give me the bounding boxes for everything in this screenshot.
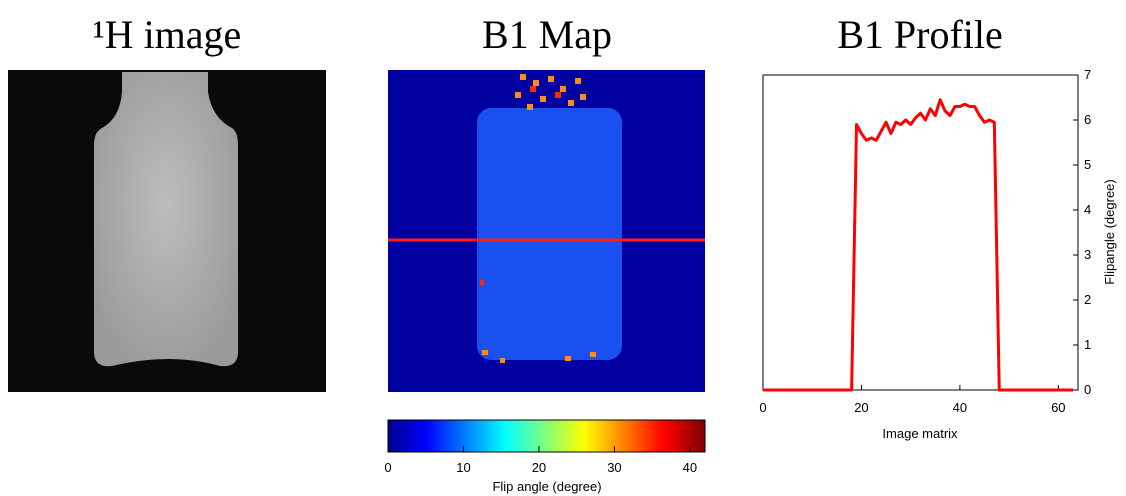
colorbar-tick-label: 40 bbox=[683, 460, 697, 475]
x-tick-label: 20 bbox=[854, 400, 868, 415]
colorbar-tick-label: 10 bbox=[456, 460, 470, 475]
y-tick-label: 2 bbox=[1084, 292, 1091, 307]
y-tick-label: 1 bbox=[1084, 337, 1091, 352]
y-tick-label: 5 bbox=[1084, 157, 1091, 172]
y-tick-label: 3 bbox=[1084, 247, 1091, 262]
colorbar-tick-label: 0 bbox=[384, 460, 391, 475]
colorbar-tick-label: 30 bbox=[607, 460, 621, 475]
y-tick-label: 4 bbox=[1084, 202, 1091, 217]
plot-frame bbox=[762, 74, 1079, 391]
colorbar-tick-label: 20 bbox=[532, 460, 546, 475]
b1-map bbox=[387, 70, 706, 453]
colorbar: 0 10 20 30 40 bbox=[384, 446, 697, 475]
y-axis-label: Flipangle (degree) bbox=[1102, 179, 1117, 285]
mri-image bbox=[8, 70, 326, 392]
data-line bbox=[763, 98, 1074, 392]
x-tick-label: 60 bbox=[1051, 400, 1065, 415]
panel-title: ¹H image bbox=[93, 12, 242, 57]
chart-title: B1 Profile bbox=[837, 12, 1003, 57]
colorbar-label: Flip angle (degree) bbox=[492, 479, 601, 494]
panel-title: B1 Map bbox=[482, 12, 612, 57]
y-tick-label: 7 bbox=[1084, 67, 1091, 82]
plot-area: 0 20 40 60 0 1 2 3 4 5 6 7 bbox=[759, 67, 1091, 415]
x-tick-label: 0 bbox=[759, 400, 766, 415]
y-tick-label: 6 bbox=[1084, 112, 1091, 127]
y-tick-label: 0 bbox=[1084, 382, 1091, 397]
x-tick-label: 40 bbox=[953, 400, 967, 415]
x-axis-label: Image matrix bbox=[882, 426, 958, 441]
